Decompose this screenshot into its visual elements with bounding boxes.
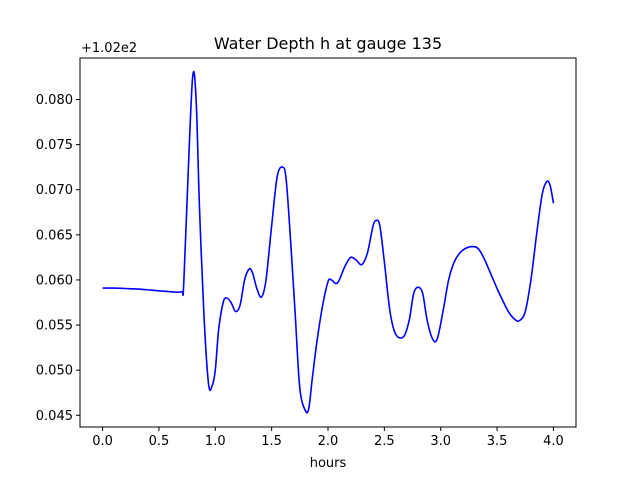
y-tick-label: 0.080 — [36, 93, 73, 108]
series-layer — [102, 70, 555, 414]
y-tick-label: 0.060 — [36, 273, 73, 288]
y-tick-label: 0.050 — [36, 364, 73, 379]
x-tick-label: 2.5 — [374, 434, 395, 449]
x-tick-label: 4.0 — [543, 434, 564, 449]
x-tick-label: 2.0 — [318, 434, 339, 449]
y-tick-label: 0.075 — [36, 138, 73, 153]
x-tick-label: 3.0 — [430, 434, 451, 449]
series-line — [102, 70, 555, 414]
x-tick-label: 0.0 — [92, 434, 113, 449]
x-axis-label: hours — [310, 456, 347, 471]
plot-area — [80, 58, 576, 427]
x-tick-label: 1.0 — [205, 434, 226, 449]
y-tick-label: 0.065 — [36, 228, 73, 243]
x-tick-label: 3.5 — [487, 434, 508, 449]
y-axis: 0.045 0.050 0.055 0.060 0.065 0.070 0.075 0.080 — [36, 93, 80, 424]
x-tick-label: 1.5 — [261, 434, 282, 449]
x-axis: 0.0 0.5 1.0 1.5 2.0 2.5 3.0 3.5 4.0 — [92, 427, 564, 449]
chart-title: Water Depth h at gauge 135 — [214, 34, 442, 53]
y-offset-label: +1.02e2 — [81, 41, 137, 56]
y-tick-label: 0.070 — [36, 183, 73, 198]
y-tick-label: 0.055 — [36, 319, 73, 334]
x-tick-label: 0.5 — [149, 434, 170, 449]
y-tick-label: 0.045 — [36, 409, 73, 424]
